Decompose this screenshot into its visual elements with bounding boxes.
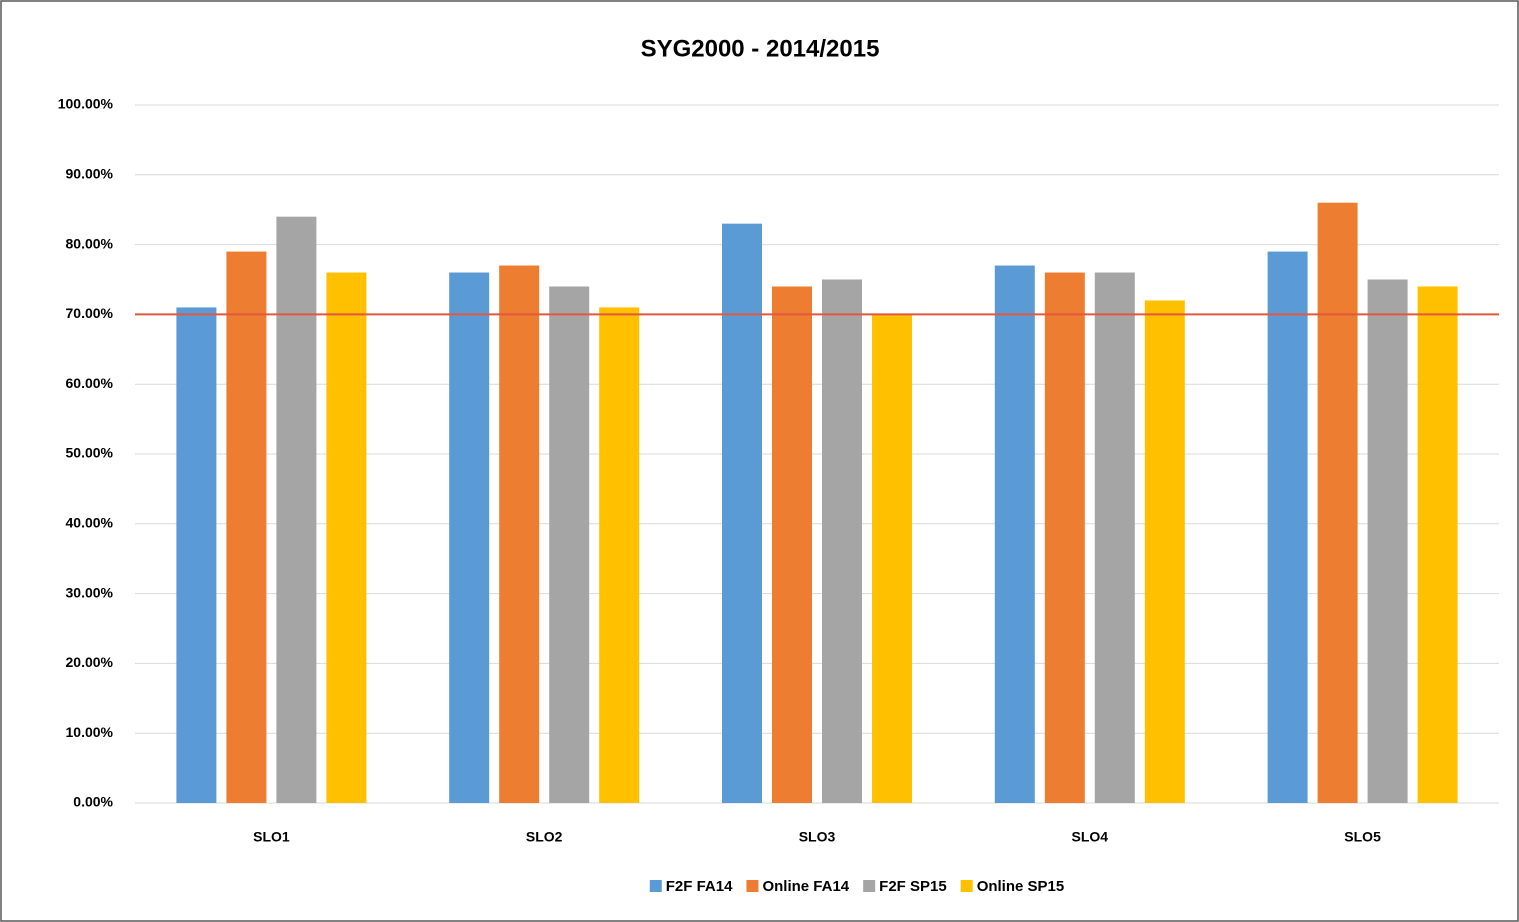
bar bbox=[772, 286, 812, 804]
x-tick-label: SLO2 bbox=[526, 829, 563, 845]
bar bbox=[1367, 279, 1408, 803]
bar bbox=[1267, 251, 1308, 803]
bar bbox=[499, 265, 540, 803]
y-tick-label: 90.00% bbox=[66, 166, 114, 182]
legend-label: Online FA14 bbox=[762, 878, 849, 895]
legend-swatch bbox=[746, 880, 759, 892]
bar bbox=[822, 279, 862, 803]
bar bbox=[1144, 300, 1185, 803]
y-tick-label: 10.00% bbox=[66, 724, 114, 740]
legend-swatch bbox=[960, 880, 973, 892]
y-tick-label: 60.00% bbox=[66, 375, 114, 391]
y-tick-label: 70.00% bbox=[66, 305, 114, 321]
bar bbox=[1417, 286, 1458, 804]
legend-swatch bbox=[863, 880, 876, 892]
y-tick-label: 100.00% bbox=[58, 96, 114, 112]
bar bbox=[872, 314, 912, 803]
bar bbox=[326, 272, 367, 803]
y-tick-label: 0.00% bbox=[73, 794, 113, 810]
bar bbox=[226, 251, 267, 803]
bar bbox=[1317, 202, 1358, 804]
chart-title: SYG2000 - 2014/2015 bbox=[641, 35, 880, 62]
bar bbox=[176, 307, 217, 803]
y-tick-label: 50.00% bbox=[66, 445, 114, 461]
bar bbox=[549, 286, 590, 804]
legend-label: F2F FA14 bbox=[666, 878, 733, 895]
x-tick-label: SLO1 bbox=[253, 829, 290, 845]
y-tick-label: 80.00% bbox=[66, 235, 114, 251]
x-tick-label: SLO3 bbox=[799, 829, 836, 845]
bar bbox=[994, 265, 1035, 803]
x-tick-label: SLO4 bbox=[1072, 829, 1109, 845]
bar bbox=[276, 216, 317, 803]
y-tick-label: 20.00% bbox=[66, 654, 114, 670]
legend-label: Online SP15 bbox=[977, 878, 1065, 895]
bar bbox=[599, 307, 640, 803]
legend-swatch bbox=[649, 880, 662, 892]
y-tick-label: 30.00% bbox=[66, 584, 114, 600]
bar bbox=[1044, 272, 1085, 803]
bar bbox=[1094, 272, 1135, 803]
legend-label: F2F SP15 bbox=[879, 878, 947, 895]
x-tick-label: SLO5 bbox=[1344, 829, 1381, 845]
bar bbox=[722, 223, 762, 803]
bar bbox=[449, 272, 490, 803]
y-tick-label: 40.00% bbox=[66, 515, 114, 531]
